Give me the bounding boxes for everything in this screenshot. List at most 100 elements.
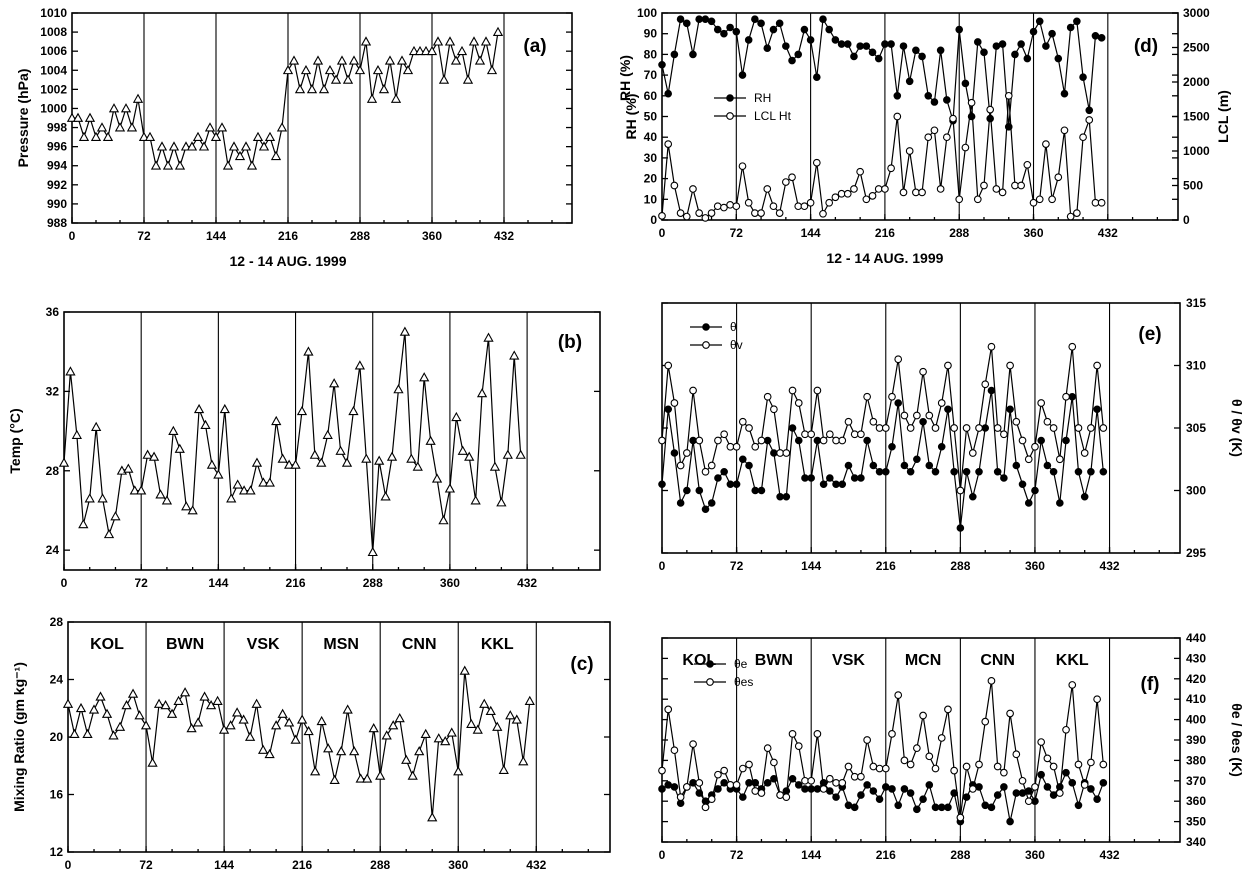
data-point [744,198,753,207]
data-point [850,474,859,482]
x-tick-label: 216 [286,576,306,590]
data-point [62,698,74,708]
data-point [794,50,803,59]
data-point [751,15,759,24]
data-point [738,162,747,171]
data-point [362,773,373,783]
data-point [900,756,909,765]
y-tick-label: 1002 [40,82,67,96]
data-point [329,378,340,388]
x-tick-label: 432 [1100,559,1120,573]
data-point [1062,725,1070,734]
data-point [296,405,308,416]
data-point [457,445,468,455]
data-point [284,717,295,727]
x-tick-label: 72 [137,229,151,243]
data-point [881,783,890,791]
data-point [1018,480,1027,489]
data-point [955,195,964,204]
data-point [483,332,494,342]
y-axis-label: θ / θv (K) [1229,399,1245,457]
data-point [420,45,432,56]
series-lcl-ht [658,91,1106,222]
data-point [399,326,411,336]
data-point [942,133,951,142]
data-point [368,723,379,733]
plot-frame [67,621,611,853]
data-point [1085,116,1094,124]
data-point [788,774,797,783]
data-point [65,366,76,376]
data-point [714,785,722,793]
data-point [489,461,501,471]
data-point [689,185,697,193]
data-point [103,528,115,539]
panel-f: 0 72 144 216 288 360 432 340 350 360 370 380 390 400 4… [658,631,1245,862]
data-point [949,114,957,123]
data-point [837,189,846,198]
data-point [283,459,295,469]
data-point [246,160,258,170]
data-point [930,98,939,106]
x-tick-label: 432 [1098,226,1118,240]
data-point [1056,499,1064,507]
data-point [993,791,1002,799]
data-point [975,424,983,432]
data-point [683,449,691,457]
x-tick-label: 288 [350,229,370,243]
data-point [844,461,853,470]
data-point [794,781,803,789]
data-point [95,691,106,701]
data-point [459,665,470,675]
data-point [1080,492,1089,501]
data-point [419,372,430,382]
data-point [987,342,996,351]
data-point [186,141,198,151]
data-point [360,36,372,46]
data-point [310,766,321,776]
data-point [969,492,977,501]
data-point [91,421,102,432]
data-point [142,449,153,459]
data-point [751,486,760,495]
data-point [770,405,778,414]
data-point [843,189,852,198]
data-point [470,495,481,505]
data-point [1066,23,1075,32]
station-label: VSK [247,636,280,653]
data-point [794,436,803,445]
data-point [838,778,847,787]
data-point [931,764,940,773]
data-point [807,785,815,793]
data-point [168,425,179,435]
data-point [1004,91,1013,100]
right-axis-label: RH (%) [617,55,633,101]
data-point [881,40,889,48]
y2-axis-label: LCL (m) [1215,90,1231,143]
data-point [440,735,451,746]
data-point [329,774,340,785]
data-point [664,781,673,789]
data-point [108,103,120,113]
data-point [862,195,871,204]
y-tick-label: 12 [50,845,64,859]
data-point [981,717,990,726]
data-point [1097,34,1106,42]
data-point [1054,173,1063,182]
data-point [316,457,327,467]
data-point [986,105,995,114]
data-point [1012,461,1021,470]
data-point [658,785,666,793]
data-point [1062,768,1070,777]
data-point [887,40,895,48]
data-point [788,56,796,65]
data-point [936,185,945,193]
data-point [881,764,890,773]
data-point [110,511,121,521]
data-point [961,79,970,88]
data-point [120,103,132,113]
data-point [707,209,716,217]
data-point [745,779,753,787]
series-θe [658,768,1108,826]
series-θv [658,342,1108,495]
